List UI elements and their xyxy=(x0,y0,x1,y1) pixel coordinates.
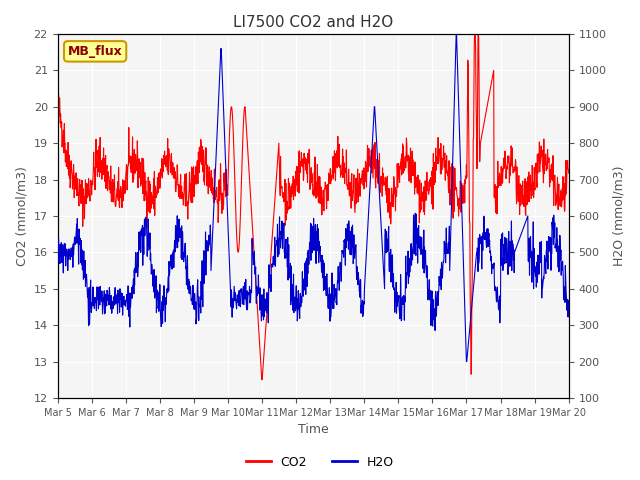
Y-axis label: CO2 (mmol/m3): CO2 (mmol/m3) xyxy=(15,166,28,266)
X-axis label: Time: Time xyxy=(298,423,328,436)
Text: MB_flux: MB_flux xyxy=(68,45,122,58)
Title: LI7500 CO2 and H2O: LI7500 CO2 and H2O xyxy=(233,15,393,30)
Legend: CO2, H2O: CO2, H2O xyxy=(241,451,399,474)
Y-axis label: H2O (mmol/m3): H2O (mmol/m3) xyxy=(612,166,625,266)
